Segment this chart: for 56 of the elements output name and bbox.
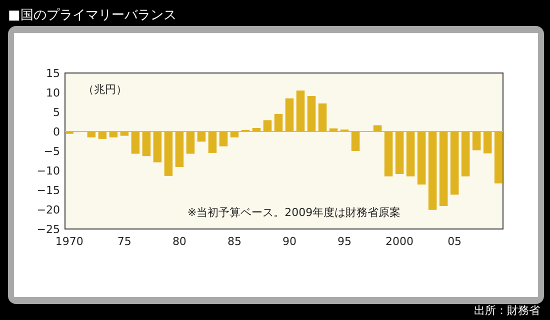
x-tick-label: 75 <box>117 235 132 248</box>
bar <box>329 128 338 132</box>
bar <box>252 128 261 132</box>
bar <box>109 132 118 138</box>
bar <box>263 120 272 132</box>
bar <box>483 132 492 154</box>
y-tick-label: −5 <box>44 144 60 158</box>
bar <box>494 132 503 184</box>
bar <box>417 132 426 185</box>
y-tick-label: −15 <box>36 184 60 197</box>
bar <box>197 132 206 142</box>
text: 出所：財務省 <box>474 304 540 317</box>
y-axis-title: （兆円） <box>83 83 127 96</box>
bar <box>219 132 228 146</box>
bar <box>395 132 404 174</box>
bar <box>98 132 107 139</box>
x-tick-label: 85 <box>227 235 242 248</box>
y-tick-label: 15 <box>46 66 60 80</box>
bar <box>472 132 481 150</box>
x-tick-label: 05 <box>448 235 462 248</box>
bar <box>461 132 470 176</box>
bar <box>450 132 459 195</box>
y-tick-label: 5 <box>53 106 60 119</box>
x-tick-label: 90 <box>282 235 297 248</box>
bar <box>230 132 239 138</box>
y-tick-label: 10 <box>46 86 60 100</box>
x-tick-label: 1970 <box>55 235 84 248</box>
bar <box>406 132 415 176</box>
bar <box>186 132 195 154</box>
x-tick-label: 2000 <box>386 235 414 248</box>
x-tick-label: 95 <box>338 235 352 248</box>
bar <box>307 96 316 132</box>
x-tick-label: 80 <box>172 235 186 248</box>
bar <box>318 103 327 132</box>
annotation: ※当初予算ベース。2009年度は財務省原案 <box>187 206 401 219</box>
bar <box>131 132 140 154</box>
bar <box>285 98 294 132</box>
y-tick-label: −10 <box>36 164 60 178</box>
bar <box>351 132 360 151</box>
bar <box>439 132 448 206</box>
bar <box>175 132 184 167</box>
y-tick-label: −25 <box>36 222 60 236</box>
bar <box>164 132 173 176</box>
y-tick-label: −20 <box>36 203 60 216</box>
bar <box>208 132 217 153</box>
bar <box>428 132 437 210</box>
bar <box>384 132 393 176</box>
bar <box>373 125 382 132</box>
chart-title: ■国のプライマリーバランス <box>8 8 176 23</box>
bar <box>296 90 305 132</box>
bar <box>120 132 129 136</box>
bar <box>87 132 96 138</box>
bar <box>274 114 283 132</box>
y-tick-label: 0 <box>53 125 60 138</box>
bar <box>153 132 162 162</box>
bar <box>142 132 151 156</box>
